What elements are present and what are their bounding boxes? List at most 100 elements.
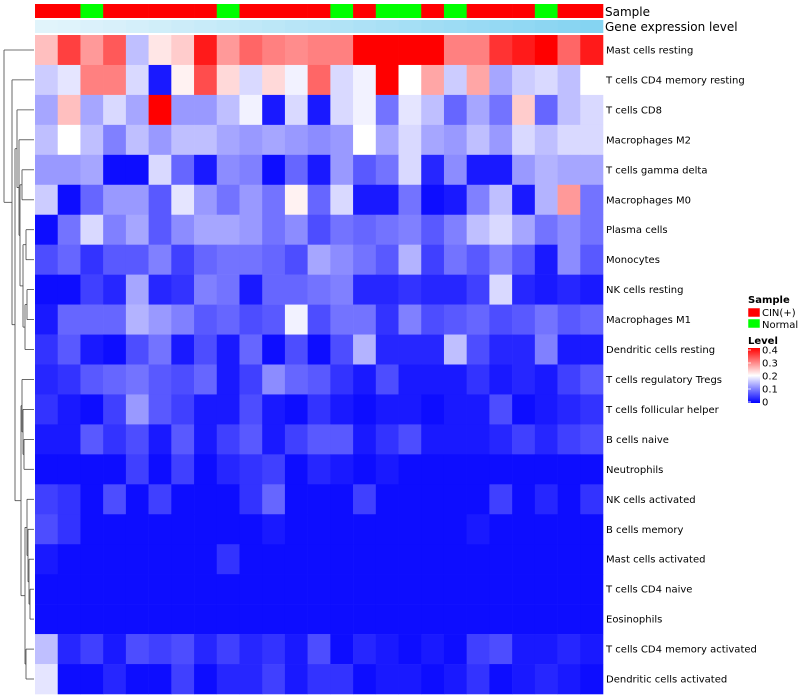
row-label: Mast cells activated (606, 555, 705, 566)
heatmap-cell (330, 394, 354, 425)
heatmap-cell (216, 484, 240, 515)
heatmap-cell (239, 544, 263, 575)
heatmap-cell (125, 514, 149, 545)
heatmap-cell (35, 664, 59, 695)
heatmap-cell (148, 244, 172, 275)
gene-expression-cell (375, 20, 399, 33)
heatmap-cell (353, 334, 377, 365)
heatmap-cell (421, 544, 445, 575)
heatmap-cell (262, 124, 286, 156)
heatmap-cell (512, 484, 536, 515)
gene-expression-cell (353, 20, 377, 33)
heatmap-cell (421, 334, 445, 365)
legend-swatch-normal (747, 318, 761, 329)
legend-tick-label: 0 (762, 398, 768, 409)
heatmap-cell (375, 124, 399, 156)
heatmap-cell (353, 154, 377, 186)
heatmap-cell (534, 244, 558, 275)
heatmap-cell (35, 244, 59, 275)
heatmap-cell (375, 544, 399, 575)
heatmap-cell (103, 94, 127, 126)
heatmap-cell (534, 574, 558, 605)
heatmap-cell (171, 214, 195, 245)
heatmap-cell (375, 454, 399, 485)
heatmap-cell (171, 334, 195, 365)
heatmap-cell (57, 424, 81, 455)
heatmap-cell (307, 544, 331, 575)
heatmap-cell (512, 184, 536, 216)
legend-level-ticks: 0.4 0.3 0.2 0.1 0 (748, 346, 778, 409)
heatmap-cell (239, 334, 263, 365)
sample-annotation-cell (57, 4, 81, 18)
heatmap-cell (171, 274, 195, 305)
heatmap-cell (580, 304, 604, 335)
heatmap-cell (103, 454, 127, 485)
heatmap-cell (443, 35, 467, 66)
heatmap-cell (35, 64, 59, 96)
heatmap-cell (421, 634, 445, 665)
heatmap-cell (148, 454, 172, 485)
heatmap-cell (330, 154, 354, 186)
heatmap-cell (375, 604, 399, 635)
heatmap-cell (512, 244, 536, 275)
heatmap-cell (80, 604, 104, 635)
heatmap-cell (35, 574, 59, 605)
heatmap-cell (216, 214, 240, 245)
heatmap-cell (103, 154, 127, 186)
heatmap-cell (353, 424, 377, 455)
heatmap-cell (353, 274, 377, 305)
heatmap-cell (398, 634, 422, 665)
sample-annotation-cell (194, 4, 218, 18)
heatmap-cell (307, 214, 331, 245)
heatmap-cell (557, 154, 581, 186)
heatmap-cell (580, 244, 604, 275)
heatmap-cell (534, 35, 558, 66)
heatmap-cell (375, 184, 399, 216)
gene-expression-cell (125, 20, 149, 33)
heatmap-cell (80, 664, 104, 695)
heatmap-cell (398, 274, 422, 305)
heatmap-cell (353, 604, 377, 635)
heatmap-cell (148, 424, 172, 455)
heatmap-cell (580, 424, 604, 455)
heatmap-cell (239, 484, 263, 515)
heatmap-cell (375, 484, 399, 515)
heatmap-cell (375, 364, 399, 395)
gene-expression-cell (580, 20, 604, 33)
heatmap-cell (284, 664, 308, 695)
heatmap-cell (580, 394, 604, 425)
heatmap-cell (125, 454, 149, 485)
heatmap-cell (35, 604, 59, 635)
heatmap-cell (580, 334, 604, 365)
heatmap-cell (466, 454, 490, 485)
heatmap-cell (421, 154, 445, 186)
heatmap-cell (512, 304, 536, 335)
heatmap-cell (557, 304, 581, 335)
heatmap-cell (125, 274, 149, 305)
heatmap-cell (443, 574, 467, 605)
heatmap-cell (194, 214, 218, 245)
heatmap-cell (307, 454, 331, 485)
sample-annotation-cell (421, 4, 445, 18)
heatmap-cell (557, 94, 581, 126)
heatmap-cell (148, 35, 172, 66)
heatmap-cell (35, 304, 59, 335)
heatmap-cell (284, 274, 308, 305)
heatmap-cell (125, 634, 149, 665)
heatmap-cell (512, 454, 536, 485)
sample-annotation-cell (148, 4, 172, 18)
heatmap-cell (443, 394, 467, 425)
row-label: Eosinophils (606, 615, 662, 626)
heatmap-cell (284, 574, 308, 605)
heatmap-cell (57, 124, 81, 156)
gene-expression-cell (421, 20, 445, 33)
heatmap-cell (443, 544, 467, 575)
heatmap-cell (421, 514, 445, 545)
heatmap-cell (353, 484, 377, 515)
heatmap-cell (284, 154, 308, 186)
heatmap-cell (307, 184, 331, 216)
heatmap-cell (307, 334, 331, 365)
heatmap-cell (239, 94, 263, 126)
heatmap-cell (421, 244, 445, 275)
heatmap-cell (171, 574, 195, 605)
